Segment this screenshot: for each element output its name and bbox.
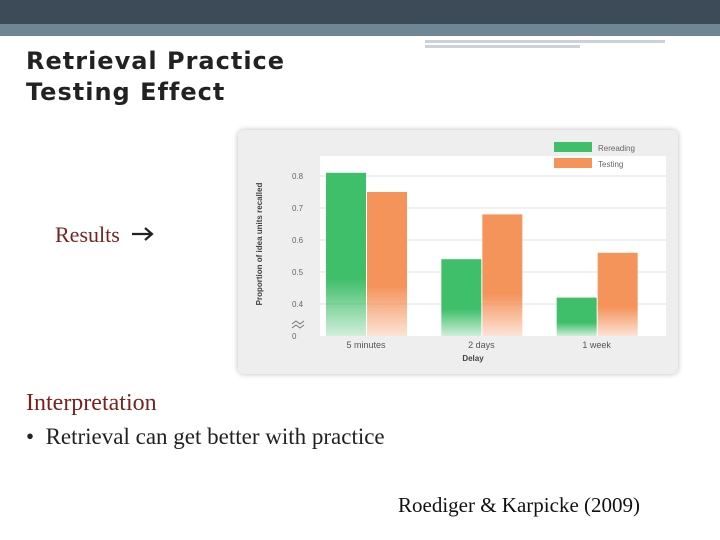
slide-title: Retrieval Practice Testing Effect xyxy=(26,46,285,108)
y-tick-label: 0.5 xyxy=(292,268,304,277)
bullet-item: • Retrieval can get better with practice xyxy=(26,424,385,449)
y-tick-label: 0 xyxy=(292,332,297,341)
legend-swatch-rereading xyxy=(554,142,592,152)
chart-frame: 0 0.4 0.5 0.6 0.7 0.8 5 minutes 2 days 1 week Del… xyxy=(238,130,678,374)
right-arrow-icon xyxy=(131,222,155,248)
header-stripe xyxy=(425,40,665,43)
results-text: Results xyxy=(55,222,120,247)
y-tick-label: 0.6 xyxy=(292,236,304,245)
y-tick-label: 0.4 xyxy=(292,300,304,309)
y-axis-label: Proportion of idea units recalled xyxy=(255,183,264,306)
interpretation-heading: Interpretation xyxy=(26,390,157,416)
axis-break-mark xyxy=(291,324,305,329)
x-tick-label: 1 week xyxy=(582,340,611,350)
title-line-2: Testing Effect xyxy=(26,78,226,106)
bar-rereading-1 xyxy=(441,259,482,336)
y-tick-label: 0.7 xyxy=(292,204,304,213)
header-bar xyxy=(0,0,720,24)
results-label: Results xyxy=(55,222,155,248)
bar-rereading-2 xyxy=(556,297,597,336)
axis-break-mark xyxy=(291,320,305,325)
header-stripe xyxy=(425,45,580,48)
bar-chart: 0 0.4 0.5 0.6 0.7 0.8 5 minutes 2 days 1 week Del… xyxy=(255,142,666,363)
bar-testing-1 xyxy=(482,214,523,336)
x-axis-label: Delay xyxy=(462,354,484,363)
citation: Roediger & Karpicke (2009) xyxy=(398,493,641,517)
legend-label-testing: Testing xyxy=(598,160,623,169)
legend-label-rereading: Rereading xyxy=(598,144,635,153)
y-tick-label: 0.8 xyxy=(292,172,304,181)
header-accent-bar xyxy=(0,24,720,36)
x-tick-label: 2 days xyxy=(468,340,495,350)
bar-testing-2 xyxy=(597,252,638,336)
legend-swatch-testing xyxy=(554,158,592,168)
bar-rereading-0 xyxy=(326,172,366,336)
bullet-text: Retrieval can get better with practice xyxy=(45,424,385,449)
bar-testing-0 xyxy=(367,192,407,336)
x-tick-label: 5 minutes xyxy=(346,340,386,350)
title-line-1: Retrieval Practice xyxy=(26,47,286,75)
